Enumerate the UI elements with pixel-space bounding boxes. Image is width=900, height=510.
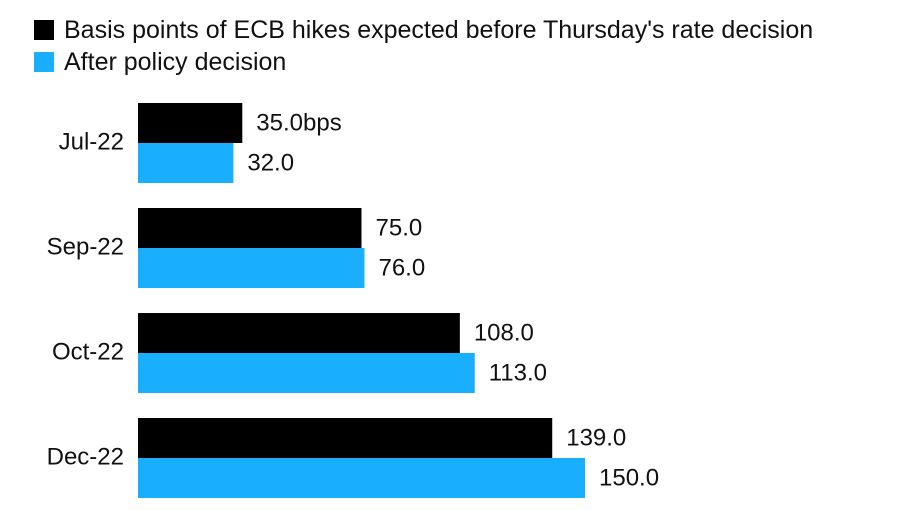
legend-swatch-before: [34, 20, 54, 40]
legend: Basis points of ECB hikes expected befor…: [34, 14, 813, 78]
bar-before: [138, 418, 553, 458]
legend-item-before: Basis points of ECB hikes expected befor…: [34, 14, 813, 46]
data-label-before: 108.0: [474, 319, 534, 346]
data-label-before: 75.0: [376, 214, 423, 241]
category-label: Dec-22: [47, 443, 124, 470]
legend-item-after: After policy decision: [34, 46, 813, 78]
bar-after: [138, 353, 475, 393]
bar-before: [138, 208, 362, 248]
bar-after: [138, 143, 234, 183]
data-label-before: 35.0bps: [256, 109, 341, 136]
category-label: Jul-22: [59, 128, 124, 155]
bar-before: [138, 313, 460, 353]
data-label-after: 76.0: [378, 254, 425, 281]
data-label-before: 139.0: [566, 424, 626, 451]
category-label: Sep-22: [47, 233, 124, 260]
legend-swatch-after: [34, 52, 54, 72]
legend-label-after: After policy decision: [64, 47, 287, 76]
legend-label-before: Basis points of ECB hikes expected befor…: [64, 15, 814, 44]
bar-after: [138, 458, 585, 498]
data-label-after: 113.0: [489, 359, 547, 386]
category-label: Oct-22: [52, 338, 124, 365]
bar-after: [138, 248, 365, 288]
bar-before: [138, 103, 243, 143]
data-label-after: 32.0: [247, 149, 294, 176]
data-label-after: 150.0: [599, 464, 659, 491]
